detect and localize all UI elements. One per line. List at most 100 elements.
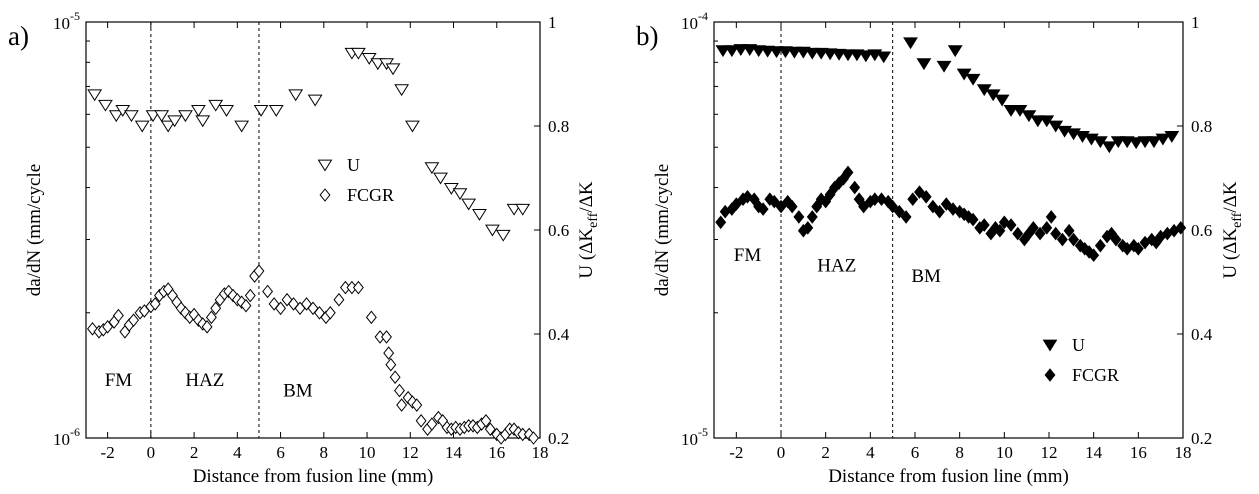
data-point [495, 229, 511, 242]
tick-exponent: -5 [698, 425, 708, 439]
data-point [244, 288, 256, 303]
legend-marker [319, 188, 331, 202]
data-point [893, 204, 905, 219]
data-point [1056, 232, 1068, 247]
data-point [253, 264, 265, 278]
data-point [288, 297, 299, 311]
panel-label: b) [636, 21, 659, 51]
x-tick-label: 2 [190, 443, 199, 462]
right-y-tick-label: 0.6 [1191, 221, 1212, 240]
series-fcgr [715, 165, 1187, 263]
data-point [811, 199, 823, 214]
left-y-tick-label: 10-5 [53, 9, 80, 33]
data-point [87, 89, 103, 102]
data-point [201, 320, 213, 334]
data-point [768, 194, 780, 209]
data-point [415, 413, 427, 428]
tick-exponent: -6 [70, 425, 80, 439]
data-point [967, 212, 979, 227]
x-tick-label: 16 [488, 443, 505, 462]
left-y-tick-label: 10-4 [681, 9, 708, 33]
data-point [994, 94, 1010, 107]
data-point [134, 120, 150, 133]
data-point [920, 190, 932, 204]
x-tick-label: 10 [996, 443, 1013, 462]
x-tick-label: 6 [276, 443, 285, 462]
data-point [1155, 133, 1171, 146]
data-point [914, 185, 925, 199]
data-point [352, 280, 364, 295]
data-point [219, 105, 234, 117]
data-point [324, 305, 336, 320]
data-point [742, 190, 753, 204]
data-point [1094, 238, 1106, 253]
data-point [433, 172, 448, 185]
left-y-axis-label: da/dN (mm/cycle [24, 164, 45, 296]
data-point [1128, 137, 1144, 150]
data-point [350, 47, 366, 60]
data-point [1164, 131, 1180, 143]
data-point [333, 292, 345, 307]
data-point [275, 301, 287, 316]
data-point [733, 44, 749, 57]
data-point [480, 413, 492, 428]
left-y-tick-label: 10-5 [681, 425, 708, 449]
data-point [1088, 248, 1100, 263]
right-y-axis-label: U (ΔKeff/ΔK [1220, 181, 1245, 279]
data-point [1005, 218, 1017, 232]
data-point [978, 218, 990, 232]
data-point [452, 188, 468, 201]
data-point [724, 45, 740, 58]
right-y-tick-label: 0.4 [548, 325, 570, 344]
data-point [1068, 232, 1080, 247]
x-tick-label: 12 [1041, 443, 1058, 462]
data-point [515, 203, 531, 216]
data-point [394, 84, 410, 97]
data-point [528, 431, 539, 445]
data-point [1034, 226, 1046, 241]
legend-label: FCGR [347, 185, 394, 205]
data-point [381, 330, 392, 344]
zone-label: HAZ [817, 256, 856, 277]
x-tick-label: -2 [101, 443, 115, 462]
data-point [461, 198, 477, 211]
x-tick-label: 4 [233, 443, 242, 462]
zone-label: FM [734, 245, 762, 266]
data-point [262, 284, 274, 299]
data-point [748, 192, 760, 207]
data-point [167, 115, 183, 128]
data-point [730, 197, 742, 211]
zone-label: BM [283, 380, 313, 401]
data-point [208, 99, 224, 112]
data-point [192, 313, 204, 327]
data-point [1041, 221, 1053, 235]
series-fcgr [87, 264, 539, 445]
legend-marker [317, 159, 333, 172]
data-point [887, 199, 899, 214]
data-point [149, 297, 161, 311]
legend-label: U [347, 155, 360, 175]
data-point [1137, 136, 1153, 149]
data-point [1175, 221, 1187, 235]
data-point [940, 197, 952, 211]
data-point [802, 221, 814, 235]
data-point [191, 105, 206, 117]
x-tick-label: 4 [866, 443, 875, 462]
zone-label: HAZ [185, 370, 224, 391]
data-point [394, 383, 405, 398]
data-point [907, 192, 919, 207]
data-point [1132, 241, 1144, 256]
plot-frame [85, 21, 541, 439]
data-point [1027, 221, 1039, 235]
data-point [965, 73, 981, 86]
data-point [842, 165, 854, 180]
zone-label: BM [911, 266, 941, 287]
right-y-axis-label: U (ΔKeff/ΔK [576, 181, 601, 279]
data-point [102, 320, 114, 334]
data-point [840, 49, 856, 62]
data-point [1146, 136, 1162, 149]
series-u [715, 37, 1180, 154]
data-point [424, 162, 440, 175]
data-point [383, 346, 395, 360]
data-point [508, 422, 520, 436]
